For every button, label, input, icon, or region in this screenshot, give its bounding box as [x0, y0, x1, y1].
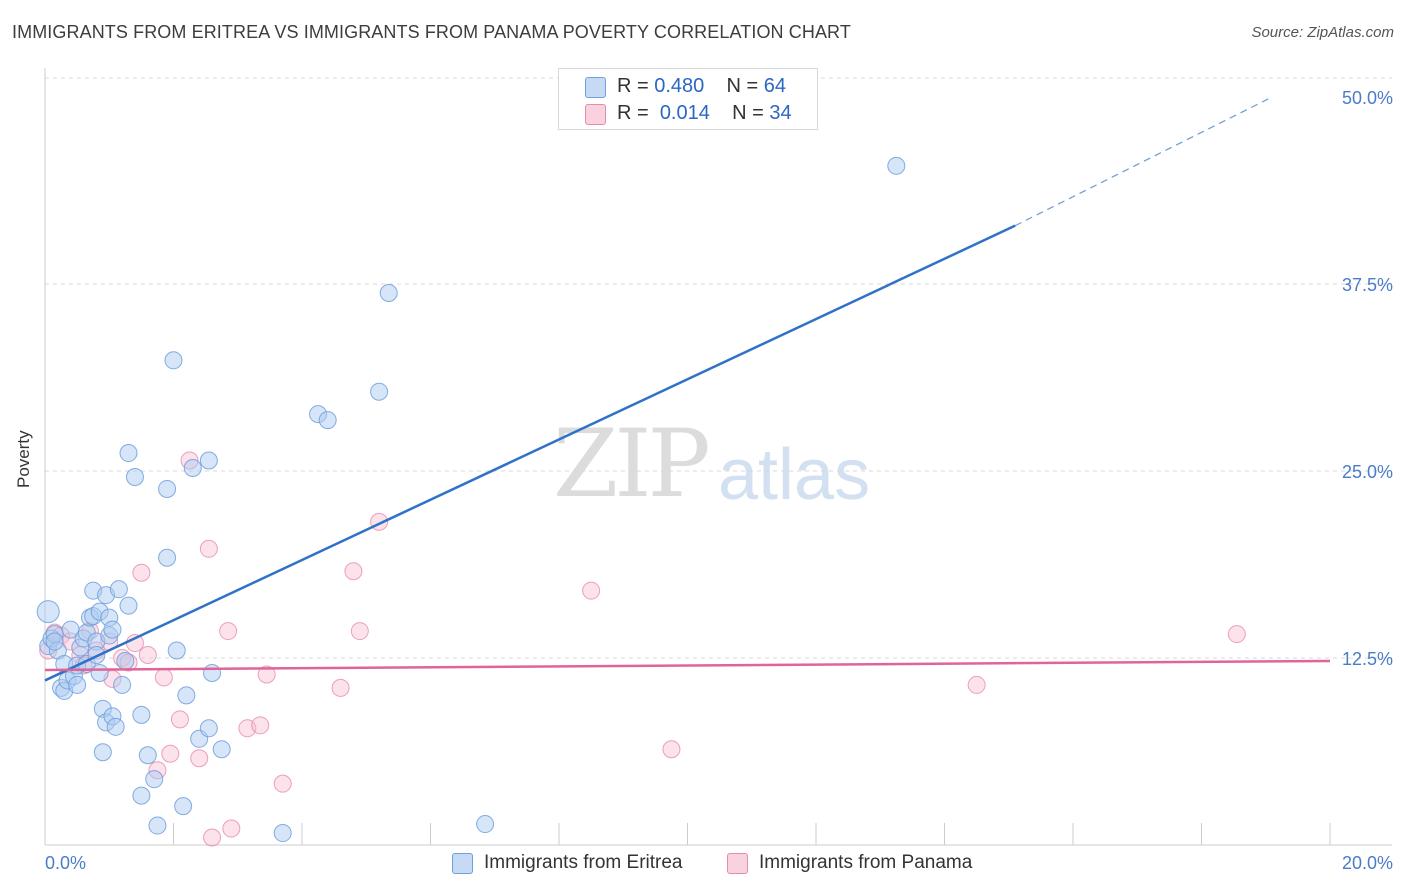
eritrea-point	[318, 411, 337, 430]
eritrea-point	[174, 797, 193, 816]
eritrea-point	[887, 156, 906, 175]
panama-point	[257, 665, 276, 684]
legend-r-label: R =	[617, 102, 655, 124]
eritrea-point	[138, 746, 157, 765]
panama-trend-line	[44, 659, 1331, 672]
watermark-atlas: atlas	[718, 435, 871, 515]
legend-r-value-panama: 0.014	[659, 102, 710, 124]
source-label: Source: ZipAtlas.com	[1251, 24, 1394, 41]
panama-point	[662, 740, 681, 759]
x-tick-label-max: 20.0%	[1342, 853, 1393, 873]
axes	[44, 68, 1392, 846]
eritrea-point	[93, 743, 112, 762]
y-tick-label: 12.5%	[1342, 649, 1393, 669]
y-axis-label: Poverty	[14, 430, 33, 488]
eritrea-point	[370, 382, 389, 401]
y-tick-label: 37.5%	[1342, 275, 1393, 295]
eritrea-point	[158, 479, 177, 498]
legend-swatch-panama	[585, 104, 606, 125]
panama-point	[350, 622, 369, 641]
panama-point	[132, 563, 151, 582]
panama-point	[161, 744, 180, 763]
bottom-legend-swatch-panama	[727, 853, 748, 874]
panama-point	[203, 828, 222, 847]
y-tick-label: 25.0%	[1342, 462, 1393, 482]
eritrea-point	[36, 600, 60, 624]
legend-n-value-eritrea: 64	[763, 75, 787, 97]
legend-n-label: N =	[726, 75, 764, 97]
eritrea-trend-line	[44, 224, 1016, 682]
eritrea-point	[199, 451, 218, 470]
panama-point	[331, 678, 350, 697]
panama-point	[582, 581, 601, 600]
panama-point	[190, 749, 209, 768]
watermark-zip: ZIP	[553, 410, 711, 519]
panama-point	[344, 562, 363, 581]
gridlines	[45, 77, 1392, 659]
eritrea-point	[132, 705, 151, 724]
eritrea-point	[116, 651, 135, 670]
panama-point	[967, 675, 986, 694]
panama-point	[154, 668, 173, 687]
panama-point	[273, 774, 292, 793]
panama-point	[138, 646, 157, 665]
eritrea-point	[167, 641, 186, 660]
legend-r-value-eritrea: 0.480	[654, 75, 705, 97]
panama-point	[170, 710, 189, 729]
legend-swatch-eritrea	[585, 77, 606, 98]
eritrea-point	[183, 459, 202, 478]
eritrea-point	[203, 663, 222, 682]
chart-title: IMMIGRANTS FROM ERITREA VS IMMIGRANTS FR…	[12, 22, 851, 42]
eritrea-point	[145, 770, 164, 789]
eritrea-point	[119, 444, 138, 463]
panama-point	[1227, 625, 1246, 644]
eritrea-point	[119, 596, 138, 615]
eritrea-point	[113, 675, 132, 694]
legend-n-label: N =	[732, 102, 770, 124]
trend-lines	[44, 96, 1331, 682]
eritrea-point	[125, 467, 144, 486]
eritrea-point	[132, 786, 151, 805]
eritrea-point	[476, 815, 495, 834]
eritrea-point	[45, 632, 64, 651]
eritrea-point	[148, 816, 167, 835]
eritrea-point	[158, 548, 177, 567]
eritrea-point	[273, 824, 292, 843]
bottom-legend-label-panama: Immigrants from Panama	[759, 852, 973, 873]
eritrea-points	[36, 156, 906, 843]
panama-point	[219, 622, 238, 641]
legend-r-label: R =	[617, 75, 655, 97]
eritrea-trend-extension	[1014, 96, 1273, 227]
legend-n-value-panama: 34	[769, 102, 792, 124]
panama-points	[39, 451, 1246, 847]
tick-labels: 12.5% 25.0% 37.5% 50.0% 0.0% 20.0%	[45, 88, 1393, 873]
x-tick-label-min: 0.0%	[45, 853, 86, 873]
eritrea-point	[68, 675, 87, 694]
eritrea-point	[106, 717, 125, 736]
eritrea-point	[379, 283, 398, 302]
eritrea-point	[103, 620, 122, 639]
eritrea-point	[90, 663, 109, 682]
panama-point	[251, 716, 270, 735]
eritrea-point	[177, 686, 196, 705]
y-tick-label: 50.0%	[1342, 88, 1393, 108]
bottom-legend-label-eritrea: Immigrants from Eritrea	[484, 852, 683, 873]
panama-point	[199, 539, 218, 558]
eritrea-point	[212, 740, 231, 759]
bottom-legend-swatch-eritrea	[452, 853, 473, 874]
panama-point	[222, 819, 241, 838]
eritrea-point	[199, 719, 218, 738]
legend: R = 0.480 N = 64 R = 0.014 N = 34	[558, 68, 818, 130]
eritrea-point	[109, 580, 128, 599]
eritrea-point	[164, 351, 183, 370]
